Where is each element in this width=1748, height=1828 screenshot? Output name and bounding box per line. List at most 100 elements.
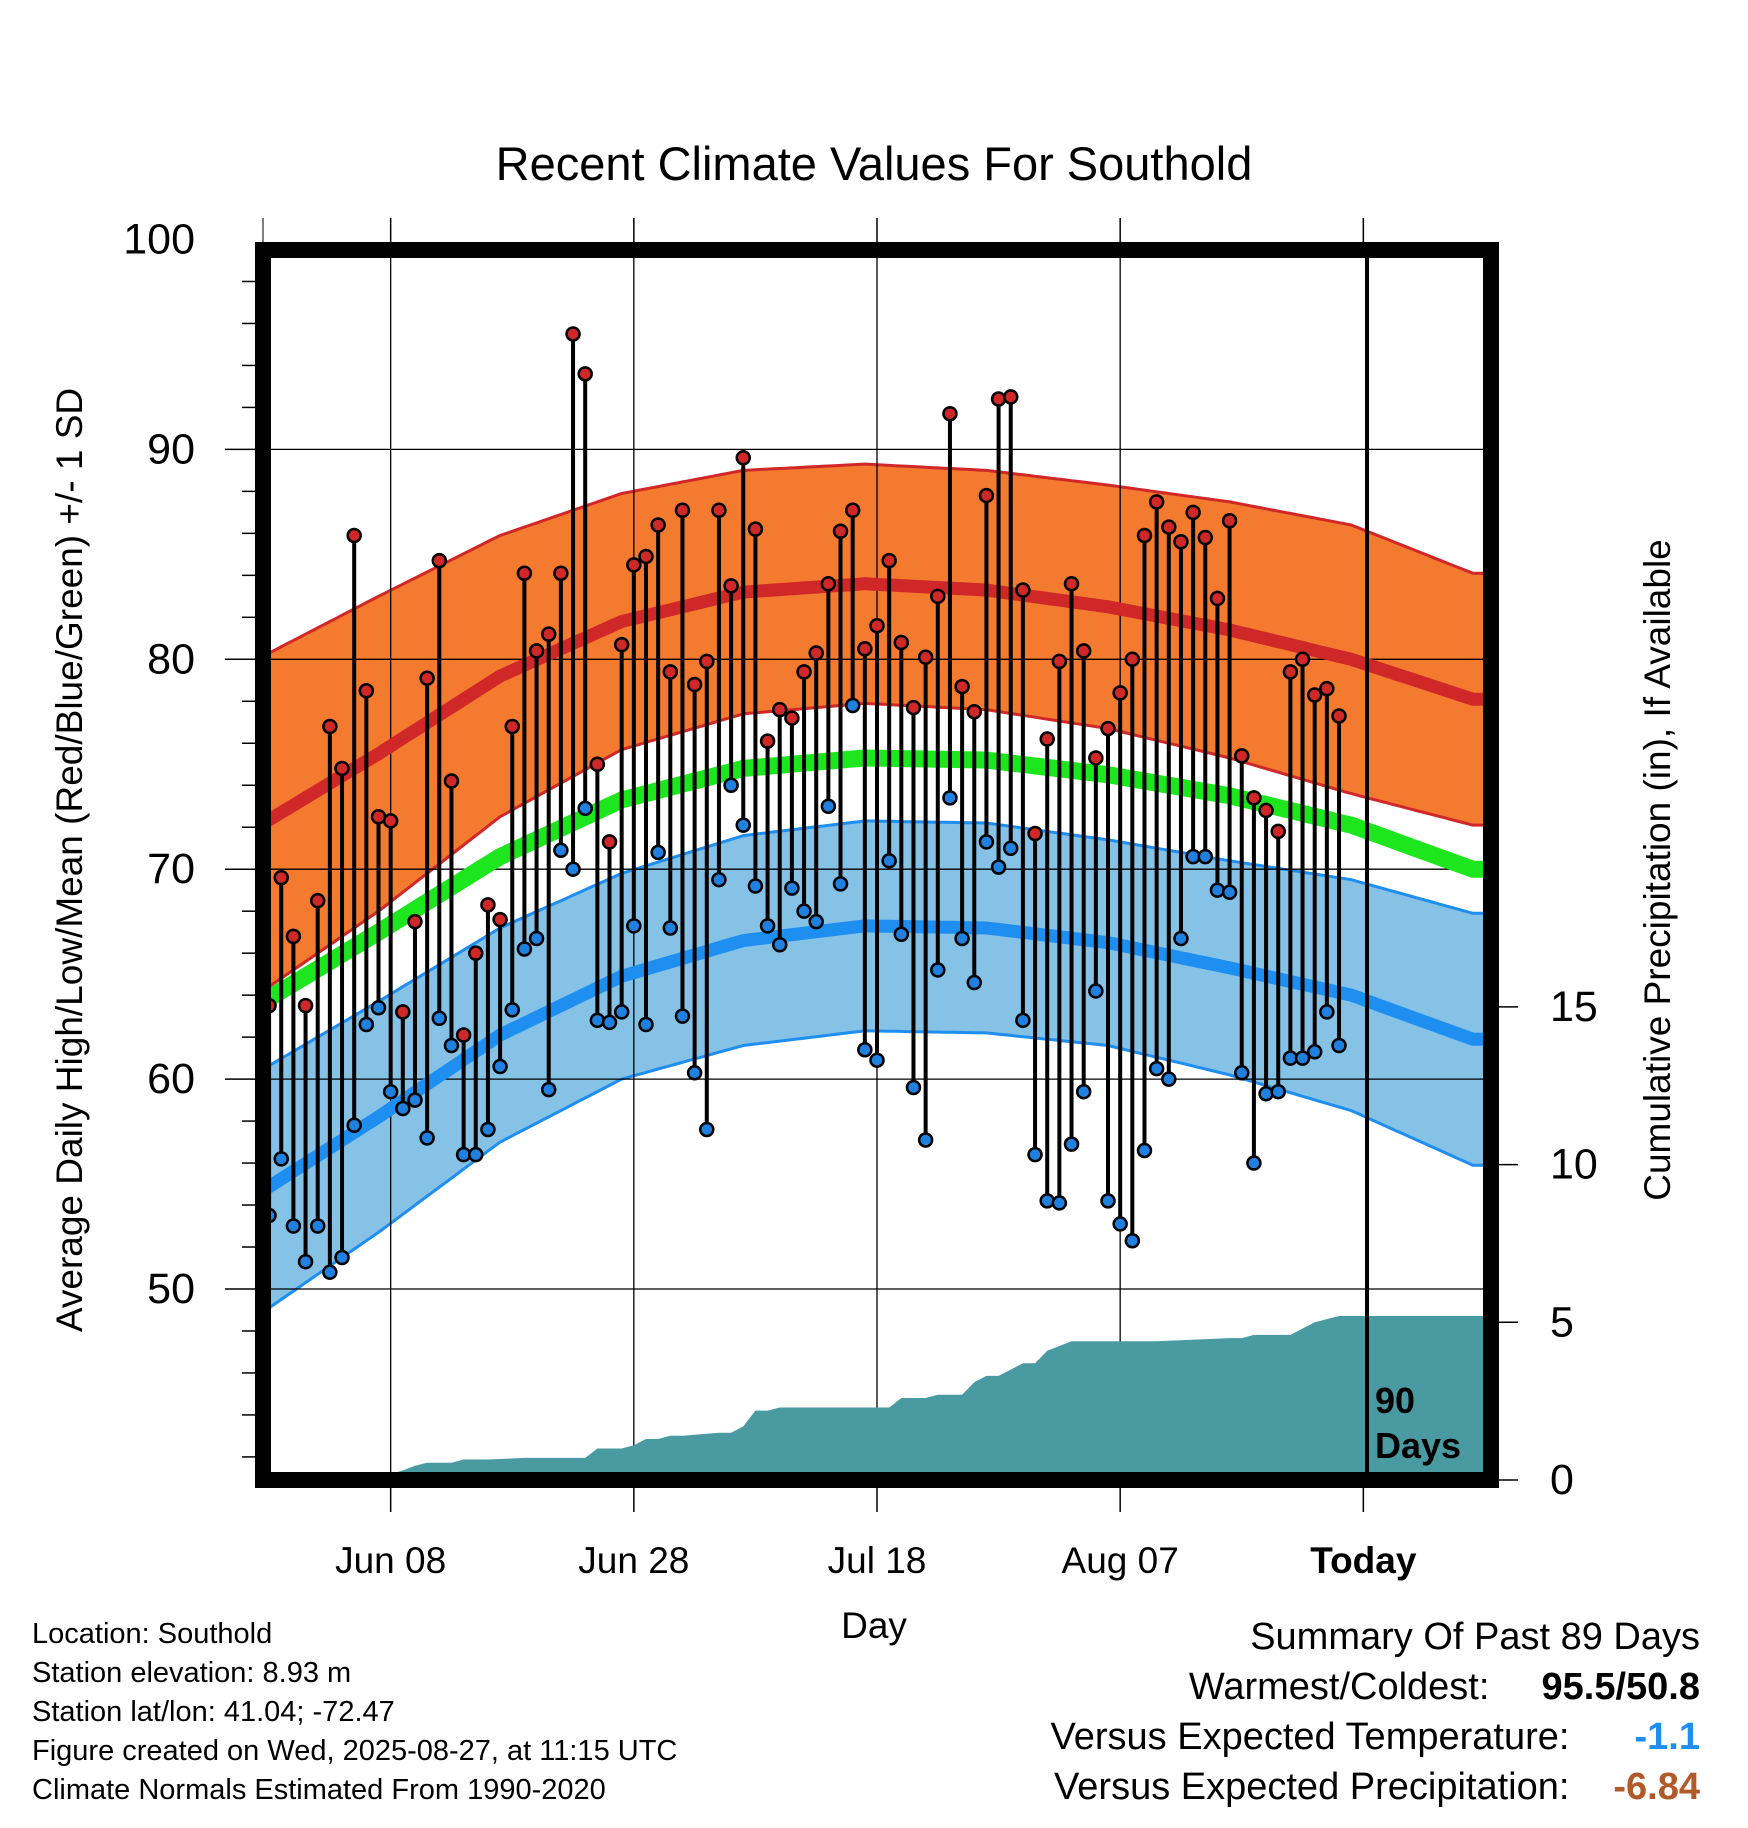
daily-high-point: [492, 911, 508, 928]
daily-low-point: [650, 844, 666, 861]
daily-high-point: [784, 710, 800, 726]
daily-low-point: [358, 1016, 375, 1033]
plot-frame: [255, 242, 1499, 1488]
daily-high-point: [1124, 651, 1141, 668]
daily-low-point: [1161, 1071, 1177, 1087]
x-tick-label: Jun 08: [335, 1540, 446, 1581]
daily-low-point: [978, 834, 995, 850]
daily-low-point: [844, 697, 861, 714]
daily-high-point: [443, 773, 460, 789]
figure-created: Figure created on Wed, 2025-08-27, at 11…: [32, 1735, 678, 1767]
daily-high-point: [1258, 802, 1274, 819]
summary-versus-precip: Versus Expected Precipitation: -6.84: [1051, 1762, 1700, 1812]
daily-high-point: [1161, 519, 1177, 535]
x-tick-label: Aug 07: [1062, 1540, 1179, 1581]
daily-high-point: [334, 760, 350, 777]
x-tick-label: Jul 18: [828, 1540, 927, 1581]
daily-high-point: [626, 557, 642, 573]
daily-low-point: [674, 1008, 691, 1024]
daily-low-point: [540, 1081, 557, 1098]
daily-low-point: [1002, 840, 1019, 856]
daily-low-point: [370, 999, 387, 1016]
daily-high-point: [419, 670, 435, 686]
daily-low-point: [334, 1249, 350, 1266]
daily-high-point: [699, 653, 715, 670]
daily-high-point: [905, 699, 922, 716]
summary-warm-cold: Warmest/Coldest: 95.5/50.8: [1051, 1662, 1700, 1712]
daily-high-point: [759, 733, 776, 749]
daily-high-point: [674, 502, 691, 519]
daily-high-point: [382, 813, 399, 829]
daily-high-point: [273, 869, 289, 886]
daily-low-point: [723, 777, 739, 793]
y-tick-label: 60: [147, 1055, 195, 1103]
plot-area: [263, 250, 1491, 1480]
daily-low-point: [395, 1100, 411, 1117]
daily-high-point: [504, 718, 520, 735]
daily-low-point: [346, 1117, 362, 1134]
station-latlon: Station lat/lon: 41.04; -72.47: [32, 1696, 395, 1728]
summary-title: Summary Of Past 89 Days: [1250, 1616, 1700, 1658]
daily-high-point: [1209, 590, 1226, 607]
daily-high-point: [1185, 504, 1201, 521]
daily-low-point: [990, 859, 1007, 875]
daily-low-point: [1136, 1142, 1153, 1159]
daily-high-point: [735, 450, 752, 466]
daily-high-point: [1027, 825, 1043, 842]
daily-low-point: [492, 1058, 508, 1075]
daily-high-point: [1270, 823, 1286, 840]
daily-high-point: [1246, 790, 1262, 806]
daily-high-point: [1100, 720, 1116, 737]
daily-low-point: [857, 1041, 873, 1058]
versus-precip-value: -6.84: [1613, 1766, 1700, 1808]
versus-temp-label: Versus Expected Temperature:: [1050, 1716, 1570, 1758]
daily-low-point: [662, 920, 679, 936]
daily-high-point: [966, 704, 983, 720]
daily-low-point: [1306, 1044, 1323, 1060]
daily-high-point: [638, 548, 654, 565]
daily-high-point: [480, 897, 496, 913]
daily-low-point: [468, 1146, 484, 1163]
daily-high-point: [1002, 389, 1019, 405]
y-tick-label: 70: [147, 845, 195, 893]
daily-low-point: [747, 878, 764, 894]
daily-low-point: [930, 962, 946, 978]
daily-low-point: [322, 1264, 338, 1280]
daily-low-point: [759, 918, 776, 934]
daily-high-point: [601, 834, 618, 850]
daily-high-point: [1148, 494, 1165, 510]
versus-temp-value: -1.1: [1634, 1716, 1700, 1758]
daily-low-point: [893, 926, 910, 943]
daily-high-point: [723, 578, 739, 594]
daily-low-point: [1331, 1037, 1347, 1054]
daily-low-point: [735, 817, 752, 833]
daily-low-point: [796, 903, 812, 919]
daily-high-point: [917, 649, 934, 665]
daily-low-point: [784, 880, 800, 896]
daily-high-point: [309, 892, 326, 909]
daily-low-point: [905, 1079, 922, 1096]
daily-high-point: [1294, 651, 1311, 668]
y-tick-label: 50: [147, 1265, 195, 1313]
daily-low-point: [711, 871, 727, 888]
x-tick-label: Jun 28: [578, 1540, 689, 1581]
high-sd-band: [263, 464, 1491, 991]
y-tick-label: 100: [123, 216, 195, 264]
daily-high-point: [747, 521, 764, 537]
daily-high-point: [1039, 731, 1055, 747]
daily-high-point: [711, 502, 727, 519]
daily-low-point: [1270, 1083, 1286, 1100]
daily-low-point: [516, 941, 533, 957]
daily-high-point: [1197, 529, 1214, 546]
daily-high-point: [771, 701, 788, 718]
today-days-label: 90 Days: [1375, 1380, 1461, 1466]
daily-high-point: [431, 552, 448, 569]
daily-low-point: [565, 861, 581, 877]
daily-high-point: [686, 676, 703, 693]
y2-tick-label: 5: [1550, 1298, 1574, 1346]
y2-tick-label: 10: [1550, 1141, 1598, 1189]
daily-low-point: [1258, 1086, 1274, 1102]
daily-high-point: [844, 502, 861, 519]
daily-low-point: [577, 800, 593, 817]
